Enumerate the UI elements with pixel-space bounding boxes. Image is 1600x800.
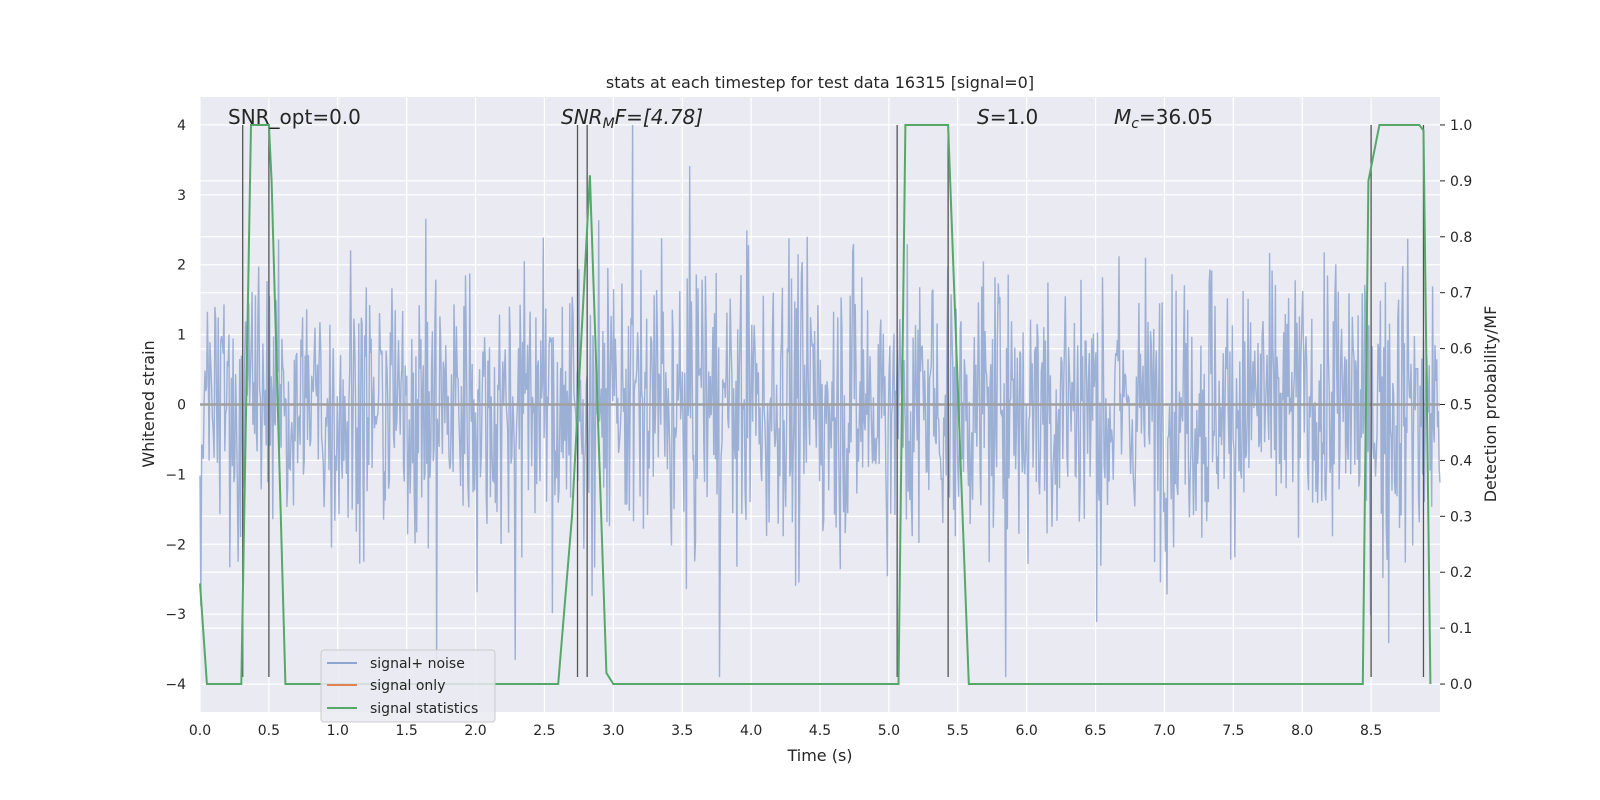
- annotation-snr-mf-label: SNR: [561, 105, 603, 129]
- y-tick-label: −4: [165, 677, 186, 693]
- annotation-snr-mf-sub: M: [603, 116, 615, 132]
- annotation-snr-mf: SNRMF=[4.78]: [561, 105, 703, 132]
- y2-tick-label: 0.9: [1450, 174, 1472, 190]
- x-tick-label: 1.5: [396, 723, 418, 739]
- y2-tick-label: 0.3: [1450, 509, 1472, 525]
- y-tick-label: 3: [177, 188, 186, 204]
- y2-tick-label: 0.4: [1450, 453, 1472, 469]
- x-tick-label: 8.5: [1360, 723, 1382, 739]
- signal-statistics-series: [199, 124, 1432, 685]
- x-tick-label: 1.0: [327, 723, 349, 739]
- x-tick-label: 3.5: [671, 723, 693, 739]
- x-tick-labels: 0.0 0.5 1.0 1.5 2.0 2.5 3.0 3.5 4.0 4.5 5.0 5.5 6.0 6…: [189, 723, 1382, 739]
- x-tick-label: 2.5: [533, 723, 555, 739]
- x-tick-label: 4.5: [809, 723, 831, 739]
- y-axis-label: Whitened strain: [139, 340, 158, 467]
- x-tick-label: 6.0: [1016, 723, 1038, 739]
- x-tick-label: 4.0: [740, 723, 762, 739]
- plot-area: [199, 97, 1441, 712]
- x-tick-label: 6.5: [1084, 723, 1106, 739]
- legend: signal+ noise signal only signal statist…: [320, 649, 496, 723]
- legend-label-signal-statistics: signal statistics: [370, 701, 478, 717]
- y2-axis-label: Detection probability/MF: [1481, 306, 1500, 503]
- annotation-snr-mf-rest: F=[4.78]: [615, 105, 703, 129]
- y2-tick-label: 1.0: [1450, 118, 1472, 134]
- x-tick-label: 2.0: [464, 723, 486, 739]
- y-tick-label: 0: [177, 398, 186, 414]
- legend-box: [320, 649, 496, 723]
- x-axis-label: Time (s): [786, 746, 852, 765]
- x-tick-label: 5.0: [878, 723, 900, 739]
- annotation-s: S=1.0: [977, 105, 1038, 129]
- annotation-mc-label: M: [1114, 105, 1131, 129]
- y2-tick-label: 0.6: [1450, 342, 1472, 358]
- signal-plus-noise-line: [199, 124, 1441, 678]
- y2-tick-label: 0.1: [1450, 621, 1472, 637]
- y-tick-label: 4: [177, 118, 186, 134]
- y-tick-label: 2: [177, 258, 186, 274]
- signal-statistics-line: [199, 124, 1432, 685]
- x-tick-label: 3.0: [602, 723, 624, 739]
- annotation-s-label: S: [977, 105, 990, 129]
- y-tick-label: 1: [177, 328, 186, 344]
- legend-label-signal-only: signal only: [370, 678, 445, 694]
- y-tick-label: −1: [165, 467, 186, 483]
- annotation-mc-sub: c: [1131, 116, 1139, 132]
- y2-tick-label: 0.2: [1450, 565, 1472, 581]
- legend-label-signal-noise: signal+ noise: [370, 656, 465, 672]
- x-tick-label: 7.0: [1153, 723, 1175, 739]
- y-tick-labels: 4 3 2 1 0 −1 −2 −3 −4: [165, 118, 186, 693]
- signal-plus-noise-series: [199, 124, 1441, 678]
- annotation-mc: Mc=36.05: [1114, 105, 1213, 132]
- y-tick-label: −2: [165, 537, 186, 553]
- x-tick-label: 0.0: [189, 723, 211, 739]
- y2-tick-label: 0.5: [1450, 398, 1472, 414]
- y-tick-label: −3: [165, 607, 186, 623]
- annotation-mc-rest: =36.05: [1139, 105, 1213, 129]
- x-tick-label: 5.5: [947, 723, 969, 739]
- x-tick-label: 0.5: [258, 723, 280, 739]
- y2-tick-label: 0.0: [1450, 677, 1472, 693]
- y2-tick-label: 0.7: [1450, 286, 1472, 302]
- y2-tick-labels: 1.0 0.9 0.8 0.7 0.6 0.5 0.4 0.3 0.2 0.1 0.0: [1440, 118, 1472, 693]
- x-tick-label: 8.0: [1291, 723, 1313, 739]
- annotation-s-rest: =1.0: [990, 105, 1039, 129]
- chart-title: stats at each timestep for test data 163…: [606, 73, 1034, 92]
- y2-tick-label: 0.8: [1450, 230, 1472, 246]
- annotation-snr-opt: SNR_opt=0.0: [228, 105, 361, 129]
- x-tick-label: 7.5: [1222, 723, 1244, 739]
